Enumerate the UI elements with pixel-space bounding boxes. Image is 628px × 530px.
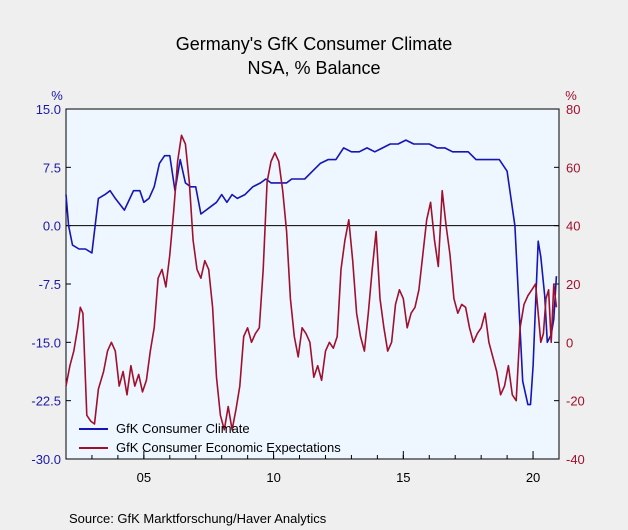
- x-tick-label: 05: [137, 470, 151, 485]
- right-tick-label: 80: [566, 102, 580, 117]
- legend-label-expectations: GfK Consumer Economic Expectations: [116, 440, 341, 455]
- left-axis: 15.0 7.5 0.0 -7.5 -15.0 -22.5 -30.0: [31, 102, 71, 467]
- right-axis-unit: %: [565, 88, 577, 103]
- left-tick-label: 7.5: [43, 160, 61, 175]
- series-line-climate: [65, 139, 558, 406]
- right-tick-label: 60: [566, 160, 580, 175]
- x-tick-label: 20: [526, 470, 540, 485]
- left-axis-unit: %: [51, 88, 63, 103]
- left-tick-label: 15.0: [36, 102, 61, 117]
- right-tick-label: 20: [566, 277, 580, 292]
- source-note: Source: GfK Marktforschung/Haver Analyti…: [69, 511, 327, 526]
- series-layer: [65, 134, 558, 431]
- left-tick-label: -30.0: [31, 452, 61, 467]
- left-tick-label: -7.5: [39, 277, 61, 292]
- right-tick-label: -40: [566, 452, 585, 467]
- plot-area: [65, 108, 560, 460]
- left-tick-label: -22.5: [31, 394, 61, 409]
- x-axis: 05 10 15 20: [65, 451, 560, 485]
- right-tick-label: 40: [566, 219, 580, 234]
- legend: GfK Consumer Climate GfK Consumer Econom…: [79, 421, 341, 455]
- left-tick-label: 0.0: [43, 219, 61, 234]
- right-tick-label: -20: [566, 394, 585, 409]
- chart-title: Germany's GfK Consumer Climate: [176, 34, 453, 54]
- legend-label-climate: GfK Consumer Climate: [116, 421, 250, 436]
- left-tick-label: -15.0: [31, 335, 61, 350]
- chart-subtitle: NSA, % Balance: [247, 58, 380, 78]
- x-tick-label: 10: [266, 470, 280, 485]
- series-line-expectations: [65, 134, 558, 431]
- right-tick-label: 0: [566, 335, 573, 350]
- x-tick-label: 15: [396, 470, 410, 485]
